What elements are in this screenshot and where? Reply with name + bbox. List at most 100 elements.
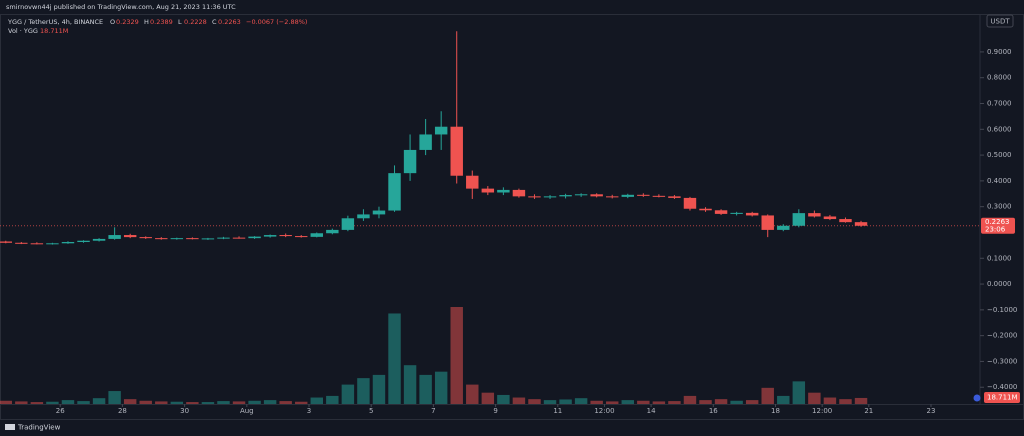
- last-volume-box: [984, 392, 1020, 403]
- volume-bar: [123, 399, 137, 404]
- candle-body: [15, 242, 28, 244]
- ohlc-value: 0.2263: [218, 18, 241, 26]
- candle-body: [232, 237, 246, 239]
- volume-bar: [528, 399, 541, 404]
- x-tick-label: 26: [56, 407, 65, 415]
- y-tick-label: 0.5000: [987, 151, 1012, 159]
- footer-brand: TradingView: [17, 424, 61, 432]
- currency-box[interactable]: [986, 14, 1014, 28]
- volume-bar: [652, 401, 666, 404]
- currency[interactable]: USDT: [990, 18, 1010, 26]
- volume-bar: [217, 401, 230, 404]
- candle-body: [419, 134, 432, 150]
- candle-body: [450, 126, 463, 176]
- volume-bar: [683, 395, 697, 404]
- ohlc-key: L: [178, 18, 182, 26]
- volume-bar: [310, 397, 323, 404]
- candle-body: [201, 238, 215, 240]
- volume-bar: [186, 402, 199, 404]
- y-tick-label: 0.1000: [987, 254, 1012, 262]
- volume-bar: [512, 397, 526, 404]
- candle-body: [357, 214, 370, 219]
- x-tick-label: 12:00: [812, 407, 832, 415]
- ohlc-change: −0.0067 (−2.88%): [246, 18, 307, 26]
- ohlc-key: H: [144, 18, 149, 26]
- candle-body: [497, 189, 510, 193]
- volume-bar: [61, 400, 75, 404]
- candle-body: [263, 235, 277, 237]
- candle-body: [559, 195, 572, 197]
- logo-mark: [5, 424, 15, 430]
- candle-body: [372, 210, 386, 215]
- candle-body: [61, 242, 75, 244]
- y-tick-label: 0.9000: [987, 48, 1012, 56]
- volume-bar: [808, 392, 821, 404]
- ohlc-key: O: [110, 18, 115, 26]
- volume-bar: [606, 401, 619, 404]
- last-volume-label: 18.711M: [987, 394, 1018, 402]
- volume-bar: [714, 399, 728, 404]
- volume-bar: [139, 400, 152, 404]
- ohlc-value: 0.2329: [116, 18, 139, 26]
- candle-body: [139, 237, 152, 239]
- last-price-label: 0.2263: [985, 218, 1010, 226]
- x-tick-label: 12:00: [594, 407, 614, 415]
- y-tick-label: −0.3000: [987, 357, 1017, 365]
- candle-body: [310, 233, 323, 237]
- candle-body: [761, 215, 774, 230]
- candle-body: [248, 236, 261, 239]
- countdown: 23:06: [985, 226, 1006, 234]
- candle-body: [714, 210, 728, 214]
- volume-legend-value: 18.711M: [40, 27, 68, 35]
- volume-bar: [326, 395, 339, 404]
- candle-body: [123, 235, 137, 238]
- candle-body: [637, 194, 650, 196]
- candle-body: [590, 194, 603, 197]
- volume-bar: [201, 402, 215, 404]
- volume-bar: [0, 400, 12, 404]
- candle-body: [699, 208, 712, 211]
- volume-bar: [92, 398, 106, 404]
- volume-bar: [839, 399, 852, 404]
- x-tick-label: 21: [864, 407, 873, 415]
- candle-body: [92, 238, 106, 241]
- volume-pane: [0, 307, 868, 404]
- y-tick-label: 0.3000: [987, 203, 1012, 211]
- candle-body: [543, 196, 557, 198]
- candle-body: [341, 218, 355, 230]
- candles: [0, 31, 868, 245]
- volume-bar: [497, 394, 510, 404]
- candle-body: [186, 238, 199, 240]
- x-tick-label: 7: [431, 407, 435, 415]
- candle-body: [403, 149, 417, 174]
- x-tick-label: 30: [180, 407, 189, 415]
- last-price-box: [981, 217, 1015, 234]
- volume-bar: [372, 374, 386, 404]
- candle-body: [108, 235, 121, 239]
- volume-bar: [357, 378, 370, 404]
- volume-legend-label: Vol · YGG: [8, 27, 38, 35]
- volume-bar: [792, 381, 806, 404]
- volume-bar: [699, 400, 712, 404]
- x-tick-label: 11: [553, 407, 562, 415]
- x-tick-label: 23: [927, 407, 936, 415]
- candle-body: [668, 196, 681, 198]
- candle-body: [155, 238, 168, 240]
- candle-body: [46, 243, 59, 245]
- candle-body: [217, 237, 230, 239]
- candle-body: [528, 196, 541, 198]
- candle-body: [745, 212, 759, 216]
- volume-bar: [279, 401, 292, 404]
- candle-body: [0, 241, 12, 243]
- volume-bar: [466, 384, 479, 404]
- x-tick-label: 5: [369, 407, 373, 415]
- candle-body: [652, 195, 666, 197]
- candle-body: [777, 225, 790, 230]
- volume-bar: [388, 313, 401, 404]
- x-tick-label: 18: [771, 407, 780, 415]
- y-tick-label: −0.2000: [987, 332, 1017, 340]
- volume-bar: [232, 401, 246, 404]
- candle-body: [326, 229, 339, 234]
- volume-bar: [543, 400, 557, 404]
